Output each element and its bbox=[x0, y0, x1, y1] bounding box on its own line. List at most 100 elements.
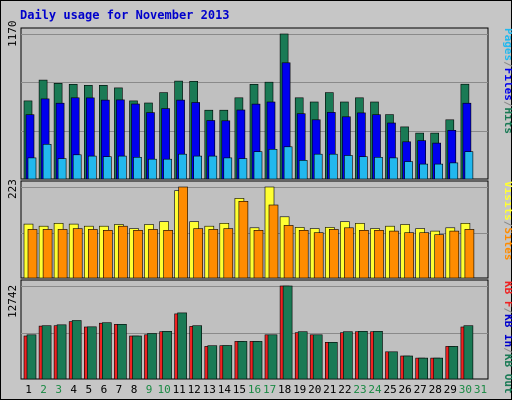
bar-sites-day-9 bbox=[148, 229, 158, 279]
bar-kb-out-day-16 bbox=[252, 341, 263, 380]
legend-item: / bbox=[502, 308, 512, 315]
bar-kb-out-day-9 bbox=[147, 333, 157, 380]
panel-top-bars bbox=[23, 33, 474, 180]
bar-pages-day-24 bbox=[374, 157, 383, 180]
panel-middle-legend: Visits/Sites bbox=[502, 181, 512, 261]
bar-kb-out-day-30 bbox=[463, 325, 474, 380]
x-tick-label: 22 bbox=[338, 383, 351, 396]
panel-top-ymax-label: 1170 bbox=[6, 21, 19, 48]
bar-kb-out-day-7 bbox=[117, 323, 127, 380]
legend-item: / bbox=[502, 61, 512, 68]
bar-pages-day-25 bbox=[389, 157, 398, 180]
panel-bottom-gridlines bbox=[21, 286, 488, 334]
bar-sites-day-1 bbox=[27, 229, 38, 279]
x-tick-label: 3 bbox=[55, 383, 62, 396]
bar-kb-out-day-3 bbox=[56, 324, 67, 380]
legend-item: KB In bbox=[502, 314, 512, 347]
bar-pages-day-8 bbox=[133, 157, 142, 180]
x-tick-label: 18 bbox=[278, 383, 291, 396]
legend-item: / bbox=[502, 221, 512, 228]
bar-sites-day-22 bbox=[344, 227, 354, 279]
bar-pages-day-17 bbox=[268, 149, 278, 180]
x-axis-day-labels: 1 2 3 4 5 6 7 8 9 10 11 12 13 14 15 16 17 18 19 20 21 22 23 24 2… bbox=[25, 383, 487, 396]
bar-kb-out-day-26 bbox=[403, 355, 413, 380]
bar-pages-day-18 bbox=[283, 146, 293, 180]
x-tick-label: 13 bbox=[203, 383, 216, 396]
x-tick-label: 25 bbox=[383, 383, 396, 396]
bar-sites-day-17 bbox=[268, 204, 279, 279]
bar-pages-day-1 bbox=[27, 157, 37, 180]
bar-pages-day-20 bbox=[313, 153, 323, 180]
legend-item: KB Out bbox=[502, 354, 512, 394]
bar-sites-day-10 bbox=[163, 230, 173, 279]
bar-sites-day-15 bbox=[238, 201, 249, 279]
panel-top-legend: Pages/Files/Hits bbox=[502, 28, 512, 134]
panel-middle-ymax-label: 223 bbox=[6, 179, 19, 199]
bar-sites-day-20 bbox=[313, 232, 324, 279]
bar-pages-day-3 bbox=[57, 158, 67, 180]
bar-sites-day-23 bbox=[359, 230, 369, 279]
bar-sites-day-16 bbox=[253, 230, 264, 279]
bar-pages-day-16 bbox=[253, 151, 263, 180]
bar-kb-out-day-19 bbox=[297, 331, 308, 380]
bar-sites-day-7 bbox=[118, 225, 128, 279]
bar-kb-out-day-11 bbox=[177, 312, 187, 380]
legend-item: Pages bbox=[502, 28, 512, 61]
bar-pages-day-9 bbox=[148, 158, 157, 180]
panel-bottom-bars bbox=[23, 285, 474, 380]
x-tick-label: 31 bbox=[474, 383, 487, 396]
panel-middle-bars bbox=[23, 186, 475, 279]
bar-pages-day-27 bbox=[419, 163, 429, 180]
bar-kb-out-day-20 bbox=[312, 334, 323, 380]
x-tick-label: 9 bbox=[146, 383, 153, 396]
bar-kb-out-day-18 bbox=[282, 285, 293, 380]
bar-kb-out-day-24 bbox=[373, 330, 383, 380]
bar-sites-day-6 bbox=[103, 230, 113, 279]
bar-kb-out-day-4 bbox=[71, 320, 82, 380]
x-tick-label: 17 bbox=[263, 383, 276, 396]
x-tick-label: 1 bbox=[25, 383, 32, 396]
bar-pages-day-5 bbox=[88, 155, 97, 180]
bar-kb-out-day-13 bbox=[207, 345, 218, 380]
bar-pages-day-4 bbox=[72, 154, 82, 180]
bar-kb-out-day-17 bbox=[267, 334, 278, 380]
bar-sites-day-2 bbox=[42, 229, 53, 279]
bar-pages-day-30 bbox=[464, 151, 474, 180]
bar-kb-out-day-25 bbox=[388, 351, 398, 380]
bar-sites-day-27 bbox=[419, 232, 430, 279]
x-tick-label: 29 bbox=[444, 383, 457, 396]
x-tick-label: 20 bbox=[308, 383, 321, 396]
legend-item: / bbox=[502, 101, 512, 108]
x-tick-label: 5 bbox=[85, 383, 92, 396]
chart-title: Daily usage for November 2013 bbox=[20, 8, 230, 22]
legend-item: KB F bbox=[502, 281, 512, 308]
x-tick-label: 24 bbox=[368, 383, 382, 396]
x-tick-label: 28 bbox=[429, 383, 442, 396]
panel-bottom-legend: KB F/KB In/KB Out bbox=[502, 281, 512, 394]
bar-sites-day-24 bbox=[374, 230, 384, 279]
legend-item: / bbox=[502, 347, 512, 354]
x-tick-label: 11 bbox=[173, 383, 186, 396]
x-tick-label: 6 bbox=[101, 383, 108, 396]
bar-kb-out-day-14 bbox=[222, 345, 233, 380]
bar-pages-day-7 bbox=[118, 155, 127, 180]
x-tick-label: 27 bbox=[414, 383, 427, 396]
bar-pages-day-12 bbox=[193, 155, 202, 180]
x-tick-label: 16 bbox=[248, 383, 261, 396]
bar-sites-day-29 bbox=[449, 230, 460, 279]
bar-pages-day-23 bbox=[359, 156, 368, 180]
x-tick-label: 8 bbox=[131, 383, 138, 396]
bar-sites-day-14 bbox=[223, 228, 234, 279]
bar-kb-out-day-12 bbox=[192, 325, 202, 380]
bar-pages-day-15 bbox=[238, 158, 248, 180]
panel-top: 1170 Pages/Files/Hits bbox=[6, 21, 512, 180]
bar-sites-day-19 bbox=[298, 230, 309, 279]
bar-kb-out-day-27 bbox=[418, 357, 429, 380]
x-tick-label: 23 bbox=[353, 383, 366, 396]
x-tick-label: 14 bbox=[218, 383, 232, 396]
x-tick-label: 12 bbox=[188, 383, 201, 396]
bar-pages-day-29 bbox=[449, 162, 459, 180]
bar-sites-day-4 bbox=[72, 228, 83, 279]
x-tick-label: 7 bbox=[116, 383, 123, 396]
bar-kb-out-day-29 bbox=[448, 346, 459, 380]
